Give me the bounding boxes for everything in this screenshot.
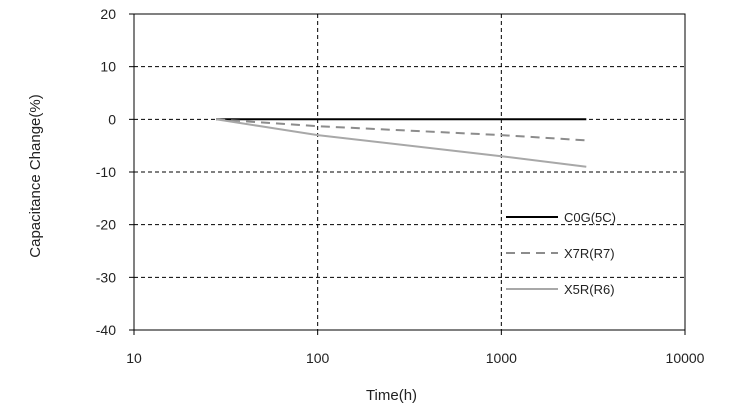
legend-label: C0G(5C): [564, 210, 616, 225]
legend-label: X7R(R7): [564, 246, 615, 261]
y-tick-label: 10: [100, 59, 116, 75]
series-group: [215, 118, 587, 168]
y-tick-label: -40: [96, 322, 116, 338]
x-tick-label: 1000: [486, 350, 517, 366]
y-tick-label: 20: [100, 6, 116, 22]
x-axis-title: Time(h): [366, 387, 417, 404]
x-tick-label: 10: [126, 350, 142, 366]
y-tick-label: 0: [108, 111, 116, 127]
x-tick-label: 100: [306, 350, 330, 366]
y-tick-label: -30: [96, 269, 116, 285]
y-tick-label: -10: [96, 164, 116, 180]
series-line: [216, 118, 587, 142]
x-tick-label: 10000: [666, 350, 705, 366]
legend-label: X5R(R6): [564, 282, 615, 297]
series-line: [215, 118, 587, 168]
y-tick-label: -20: [96, 217, 116, 233]
y-axis-title: Capacitance Change(%): [27, 94, 44, 257]
legend: C0G(5C) X7R(R7) X5R(R6): [506, 210, 616, 297]
